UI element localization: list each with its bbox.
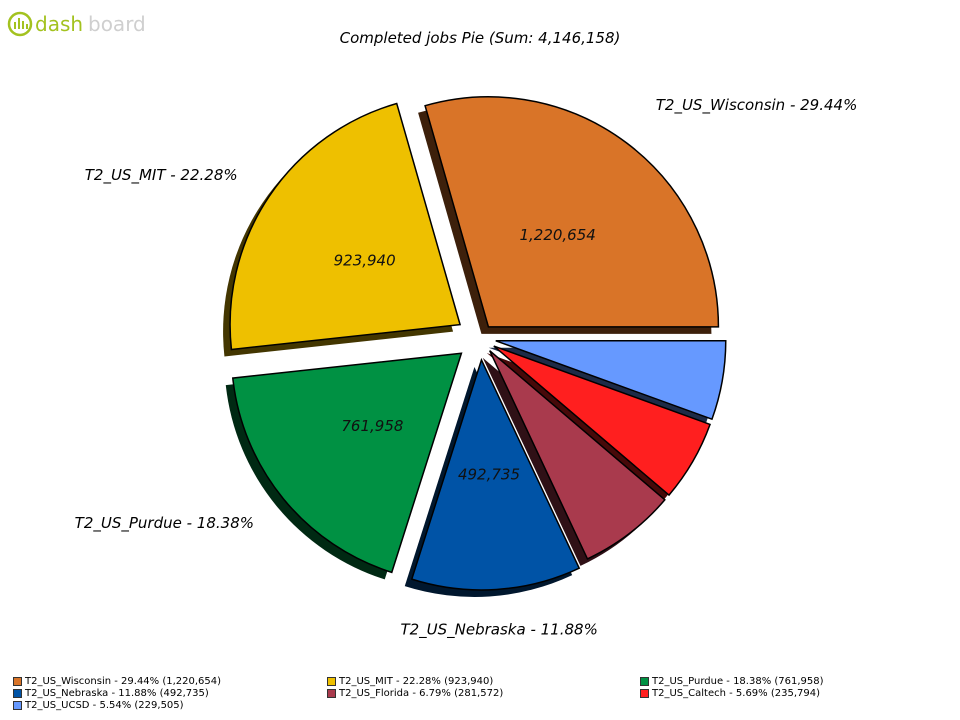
pie-slices [229, 96, 727, 591]
pie-slice-t2-us-mit [229, 102, 462, 351]
dashboard-logo: dash board [6, 8, 156, 40]
legend-label: T2_US_Wisconsin - 29.44% (1,220,654) [25, 675, 222, 687]
legend-item-t2-us-caltech: T2_US_Caltech - 5.69% (235,794) [640, 687, 820, 699]
pie-outer-label-t2-us-purdue: T2_US_Purdue - 18.38% [75, 514, 254, 533]
legend-label: T2_US_Caltech - 5.69% (235,794) [652, 687, 821, 699]
legend-label: T2_US_Purdue - 18.38% (761,958) [652, 675, 824, 687]
legend-item-t2-us-florida: T2_US_Florida - 6.79% (281,572) [327, 687, 503, 699]
legend-item-t2-us-wisconsin: T2_US_Wisconsin - 29.44% (1,220,654) [13, 675, 221, 687]
legend-swatch [640, 688, 649, 698]
legend-item-t2-us-purdue: T2_US_Purdue - 18.38% (761,958) [640, 675, 824, 687]
pie-slice-t2-us-purdue [231, 352, 463, 574]
pie-value-label-t2-us-purdue: 761,958 [341, 417, 403, 435]
logo-text-dash: dash [35, 12, 83, 36]
pie-value-label-t2-us-mit: 923,940 [334, 251, 396, 269]
legend-swatch [13, 676, 22, 686]
legend-swatch [327, 688, 336, 698]
pie-labels: 1,220,654 T2_US_Wisconsin - 29.44% 923,940… [75, 96, 858, 640]
dashboard-logo-icon: dash board [7, 11, 146, 37]
legend-item-t2-us-ucsd: T2_US_UCSD - 5.54% (229,505) [13, 699, 184, 711]
legend-label: T2_US_Nebraska - 11.88% (492,735) [25, 687, 209, 699]
pie-slice-t2-us-wisconsin [424, 96, 720, 328]
legend-swatch [13, 688, 22, 698]
legend-item-t2-us-nebraska: T2_US_Nebraska - 11.88% (492,735) [13, 687, 209, 699]
pie-slice-t2-us-caltech [493, 345, 712, 497]
pie-slice-t2-us-ucsd [495, 340, 727, 421]
pie-chart: 1,220,654 T2_US_Wisconsin - 29.44% 923,940… [75, 96, 858, 640]
chart-legend: T2_US_Wisconsin - 29.44% (1,220,654) T2_U… [13, 675, 958, 717]
legend-swatch [640, 676, 649, 686]
pie-outer-label-t2-us-mit: T2_US_MIT - 22.28% [85, 166, 238, 185]
pie-outer-label-t2-us-nebraska: T2_US_Nebraska - 11.88% [400, 620, 597, 639]
pie-slice-t2-us-nebraska [410, 357, 581, 591]
pie-value-label-t2-us-wisconsin: 1,220,654 [519, 226, 595, 244]
legend-label: T2_US_Florida - 6.79% (281,572) [339, 687, 504, 699]
chart-title: Completed jobs Pie (Sum: 4,146,158) [339, 29, 621, 47]
legend-item-t2-us-mit: T2_US_MIT - 22.28% (923,940) [327, 675, 493, 687]
legend-label: T2_US_MIT - 22.28% (923,940) [339, 675, 494, 687]
pie-value-label-t2-us-nebraska: 492,735 [458, 466, 520, 484]
pie-outer-label-t2-us-wisconsin: T2_US_Wisconsin - 29.44% [656, 96, 858, 115]
pie-slice-t2-us-florida [489, 350, 666, 560]
legend-swatch [327, 676, 336, 686]
logo-text-board: board [88, 12, 146, 36]
legend-label: T2_US_UCSD - 5.54% (229,505) [25, 699, 184, 711]
legend-swatch [13, 700, 22, 710]
